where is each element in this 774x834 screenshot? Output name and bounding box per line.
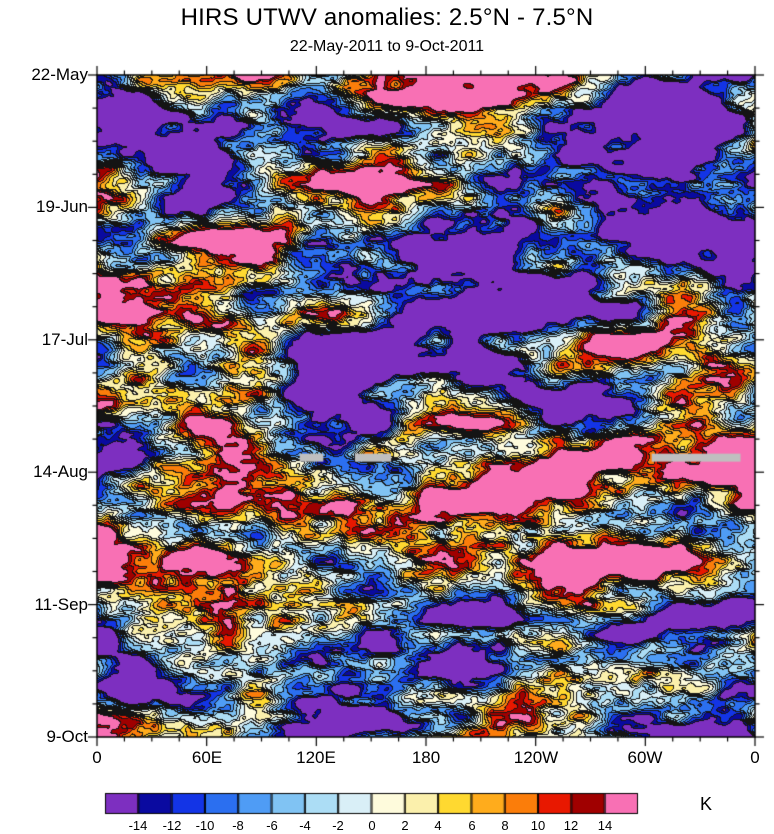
- colorbar-tick-label: 6: [468, 818, 476, 833]
- x-tick-label: 120E: [296, 748, 336, 767]
- colorbar-tick-label: -10: [195, 818, 215, 833]
- colorbar-tick-label: 12: [563, 818, 579, 833]
- colorbar-tick-label: -12: [162, 818, 182, 833]
- colorbar-tick-label: 14: [597, 818, 613, 833]
- colorbar-tick-label: -6: [266, 818, 278, 833]
- colorbar-tick-label: 10: [530, 818, 546, 833]
- colorbar-tick-label: -2: [332, 818, 344, 833]
- y-tick-label: 22-May: [31, 65, 88, 84]
- colorbar-tick-label: -14: [128, 818, 148, 833]
- colorbar-tick-label: -4: [299, 818, 311, 833]
- y-tick-label: 14-Aug: [33, 462, 88, 481]
- colorbar-tick-label: 0: [368, 818, 376, 833]
- colorbar-tick-label: 4: [434, 818, 442, 833]
- colorbar-tick-label: -8: [232, 818, 244, 833]
- x-tick-label: 0: [92, 748, 102, 767]
- x-tick-label: 60E: [191, 748, 223, 767]
- chart-subtitle: 22-May-2011 to 9-Oct-2011: [289, 38, 485, 55]
- colorbar-tick-label: 2: [401, 818, 409, 833]
- colorbar-tick-label: 8: [501, 818, 509, 833]
- y-tick-label: 11-Sep: [34, 595, 88, 614]
- chart-title: HIRS UTWV anomalies: 2.5°N - 7.5°N: [180, 4, 594, 31]
- colorbar-unit-label: K: [700, 794, 713, 814]
- x-tick-label: 120W: [513, 748, 559, 767]
- x-tick-label: 60W: [627, 748, 663, 767]
- x-tick-label: 180: [411, 748, 441, 767]
- x-tick-label: 0: [750, 748, 760, 767]
- y-tick-label: 19-Jun: [36, 197, 88, 216]
- y-tick-label: 9-Oct: [46, 727, 88, 746]
- y-tick-label: 17-Jul: [41, 330, 88, 349]
